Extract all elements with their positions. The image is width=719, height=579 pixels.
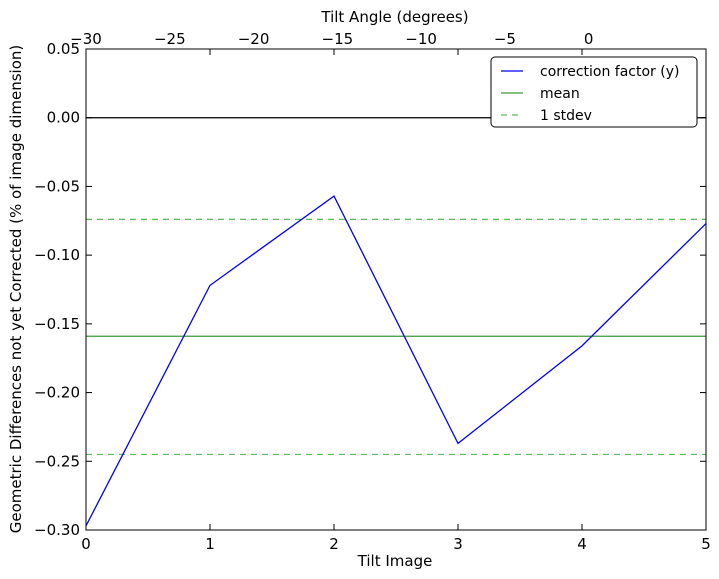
x-tick-label-4: 4 <box>577 535 587 553</box>
y-tick-label-7: −0.30 <box>34 521 80 539</box>
top-x-tick-label-5: −5 <box>494 30 516 48</box>
x-tick-label-1: 1 <box>205 535 215 553</box>
x-tick-label-0: 0 <box>81 535 91 553</box>
y-tick-label-5: −0.20 <box>34 384 80 402</box>
top-x-tick-label-0: −30 <box>70 30 102 48</box>
legend-label-correction: correction factor (y) <box>540 64 679 80</box>
top-x-tick-label-1: −25 <box>154 30 186 48</box>
plot-area <box>85 117 707 527</box>
top-x-tick-label-3: −15 <box>322 30 354 48</box>
top-x-axis-title: Tilt Angle (degrees) <box>320 8 468 26</box>
y-tick-label-3: −0.10 <box>34 246 80 264</box>
top-x-axis: −30 −25 −20 −15 −10 −5 0 <box>70 30 593 48</box>
y-tick-label-2: −0.05 <box>34 177 80 195</box>
y-axis-title: Geometric Differences not yet Corrected … <box>7 45 25 534</box>
top-x-tick-label-4: −10 <box>405 30 437 48</box>
x-tick-label-2: 2 <box>329 535 339 553</box>
legend-label-mean: mean <box>540 86 580 102</box>
bottom-x-axis: 0 1 2 3 4 5 <box>81 49 711 553</box>
legend: correction factor (y) mean 1 stdev <box>490 56 698 128</box>
y-tick-label-1: 0.00 <box>47 109 80 127</box>
x-axis-title: Tilt Image <box>357 552 433 570</box>
x-tick-label-3: 3 <box>453 535 463 553</box>
y-tick-label-6: −0.25 <box>34 452 80 470</box>
series-line-correction-factor <box>85 195 707 527</box>
legend-label-stdev: 1 stdev <box>540 108 592 124</box>
y-axis: 0.05 0.00 −0.05 −0.10 −0.15 −0.20 −0.25 −0.30 <box>34 40 706 539</box>
x-tick-label-5: 5 <box>701 535 711 553</box>
top-x-tick-label-2: −20 <box>238 30 270 48</box>
plot-frame <box>85 48 707 531</box>
legend-box <box>490 56 698 128</box>
y-tick-label-0: 0.05 <box>47 40 80 58</box>
top-x-tick-label-6: 0 <box>584 30 594 48</box>
y-tick-label-4: −0.15 <box>34 315 80 333</box>
